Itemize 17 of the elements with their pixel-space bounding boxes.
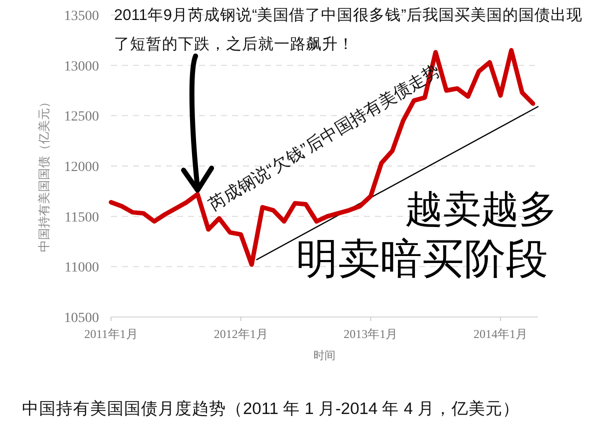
y-tick-label: 13000 bbox=[64, 59, 99, 74]
y-tick-label: 12000 bbox=[64, 160, 99, 175]
annotation: 2011年9月芮成钢说“美国借了中国很多钱”后我国买美国的国债出现了短暂的下跌，之后就一路飙升！ bbox=[114, 6, 582, 53]
x-tick-label: 2013年1月 bbox=[344, 327, 398, 341]
annotation: 明卖暗买阶段 bbox=[296, 235, 548, 282]
x-axis-title: 时间 bbox=[314, 349, 336, 362]
y-tick-label: 12500 bbox=[64, 110, 99, 125]
y-tick-label: 11000 bbox=[64, 260, 99, 276]
x-tick-label: 2011年1月 bbox=[84, 327, 138, 341]
y-axis-title: 中国持有美国国债（亿美元） bbox=[37, 96, 51, 252]
text: 中国持有美国国债月度趋势（2011 年 1 月-2014 年 4 月，亿美元） bbox=[22, 399, 520, 418]
x-tick-label: 2012年1月 bbox=[214, 327, 268, 341]
annotation: 越卖越多 bbox=[405, 189, 557, 231]
x-tick-label: 2014年1月 bbox=[473, 327, 528, 341]
y-tick-label: 10500 bbox=[64, 311, 99, 326]
y-tick-label: 11500 bbox=[64, 210, 99, 226]
y-tick-label: 13500 bbox=[64, 9, 99, 24]
